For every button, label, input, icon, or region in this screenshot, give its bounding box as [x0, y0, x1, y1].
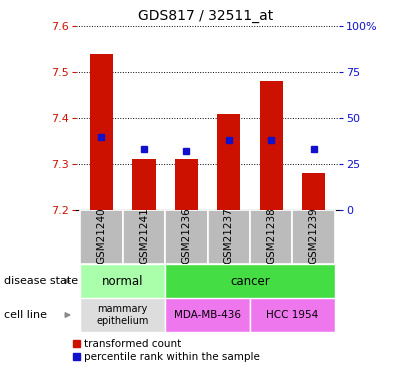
- Legend: transformed count, percentile rank within the sample: transformed count, percentile rank withi…: [73, 339, 260, 362]
- Bar: [123, 210, 165, 264]
- Bar: [208, 210, 250, 264]
- Bar: [292, 210, 335, 264]
- Bar: [132, 159, 156, 210]
- Bar: [80, 264, 165, 298]
- Bar: [80, 210, 123, 264]
- Text: GSM21239: GSM21239: [309, 208, 319, 264]
- Bar: [259, 81, 283, 210]
- Bar: [80, 298, 165, 332]
- Bar: [250, 210, 292, 264]
- Text: GSM21237: GSM21237: [224, 208, 234, 264]
- Text: GSM21236: GSM21236: [181, 208, 192, 264]
- Bar: [250, 298, 335, 332]
- Text: cancer: cancer: [230, 275, 270, 288]
- Text: cell line: cell line: [4, 310, 47, 320]
- Bar: [165, 264, 335, 298]
- Text: mammary
epithelium: mammary epithelium: [97, 304, 149, 326]
- Text: MDA-MB-436: MDA-MB-436: [174, 310, 241, 320]
- Bar: [175, 159, 198, 210]
- Text: GSM21238: GSM21238: [266, 208, 276, 264]
- Bar: [217, 114, 240, 210]
- Text: GSM21241: GSM21241: [139, 208, 149, 264]
- Bar: [165, 298, 250, 332]
- Text: normal: normal: [102, 275, 143, 288]
- Bar: [302, 173, 325, 210]
- Bar: [165, 210, 208, 264]
- Bar: [90, 54, 113, 210]
- Text: HCC 1954: HCC 1954: [266, 310, 319, 320]
- Text: GDS817 / 32511_at: GDS817 / 32511_at: [138, 9, 273, 23]
- Text: GSM21240: GSM21240: [97, 208, 106, 264]
- Text: disease state: disease state: [4, 276, 78, 286]
